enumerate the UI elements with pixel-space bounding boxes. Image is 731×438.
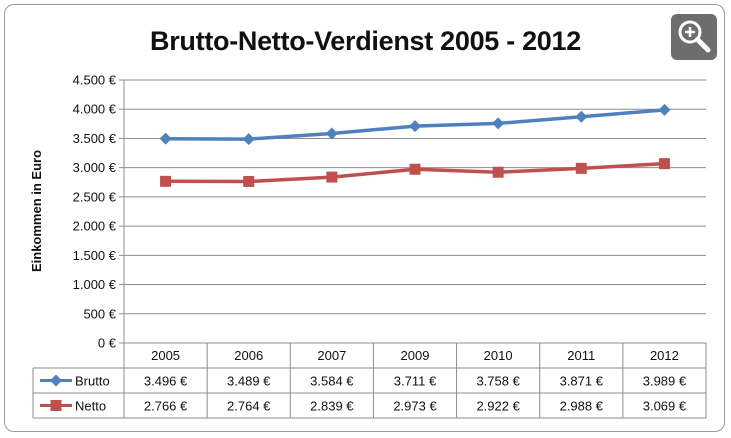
y-tick-label: 500 €: [83, 306, 116, 321]
data-label-brutto: 3.989 €: [643, 374, 687, 389]
data-point-netto: [243, 175, 255, 187]
data-point-netto: [326, 171, 338, 183]
legend-key-marker-netto: [50, 400, 62, 411]
data-point-netto: [409, 163, 421, 175]
y-axis-label: Einkommen in Euro: [29, 150, 44, 272]
data-point-brutto: [159, 132, 172, 145]
data-point-netto: [575, 162, 587, 174]
data-label-netto: 2.766 €: [144, 399, 188, 414]
x-category-label: 2011: [567, 348, 595, 363]
legend-key-marker-brutto: [50, 374, 62, 387]
data-point-netto: [492, 166, 504, 178]
data-table: 2005 2006 2007 2009 2010 2011 2012 Brutto 3.496 …: [32, 342, 707, 419]
x-category-label: 2005: [151, 348, 180, 363]
x-category-label: 2012: [650, 348, 679, 363]
y-tick-label: 2.500 €: [73, 189, 117, 204]
zoom-button[interactable]: [671, 14, 717, 60]
y-tick-label: 2.000 €: [73, 219, 117, 234]
data-point-brutto: [492, 117, 505, 130]
data-label-netto: 2.973 €: [393, 399, 437, 414]
data-label-brutto: 3.496 €: [144, 374, 188, 389]
x-category-label: 2010: [484, 348, 513, 363]
data-point-brutto: [242, 133, 255, 146]
y-tick-label: 4.000 €: [73, 102, 117, 117]
y-tick-label: 3.000 €: [73, 160, 117, 175]
data-point-brutto: [409, 120, 421, 133]
y-axis-ticks: 0 € 500 € 1.000 € 1.500 € 2.000 € 2.500 € 3.00…: [73, 73, 117, 351]
zoom-in-icon: [678, 20, 711, 53]
x-category-label: 2007: [317, 348, 346, 363]
legend-entry-brutto: Brutto: [75, 374, 110, 389]
data-point-brutto: [658, 103, 671, 116]
y-tick-label: 0 €: [98, 336, 117, 351]
grid-lines: [119, 79, 706, 344]
y-tick-label: 1.000 €: [73, 277, 117, 292]
legend-entry-netto: Netto: [75, 399, 106, 414]
data-point-netto: [160, 175, 172, 187]
data-point-brutto: [325, 127, 338, 140]
data-label-netto: 2.764 €: [227, 399, 271, 414]
data-point-netto: [658, 158, 670, 170]
y-tick-label: 1.500 €: [73, 248, 117, 263]
data-label-netto: 2.922 €: [476, 399, 520, 414]
data-label-brutto: 3.758 €: [476, 374, 520, 389]
data-label-brutto: 3.584 €: [310, 374, 354, 389]
y-tick-label: 3.500 €: [73, 131, 117, 146]
x-category-label: 2009: [401, 348, 430, 363]
data-label-netto: 2.839 €: [310, 399, 354, 414]
data-label-netto: 2.988 €: [560, 399, 604, 414]
data-label-brutto: 3.711 €: [394, 374, 437, 389]
x-category-label: 2006: [234, 348, 263, 363]
data-label-brutto: 3.489 €: [227, 374, 271, 389]
data-point-brutto: [575, 110, 588, 123]
data-label-netto: 3.069 €: [643, 399, 687, 414]
data-label-brutto: 3.871 €: [560, 374, 604, 389]
chart-title: Brutto-Netto-Verdienst 2005 - 2012: [150, 26, 581, 56]
series-lines: [159, 103, 671, 187]
y-tick-label: 4.500 €: [73, 73, 117, 88]
